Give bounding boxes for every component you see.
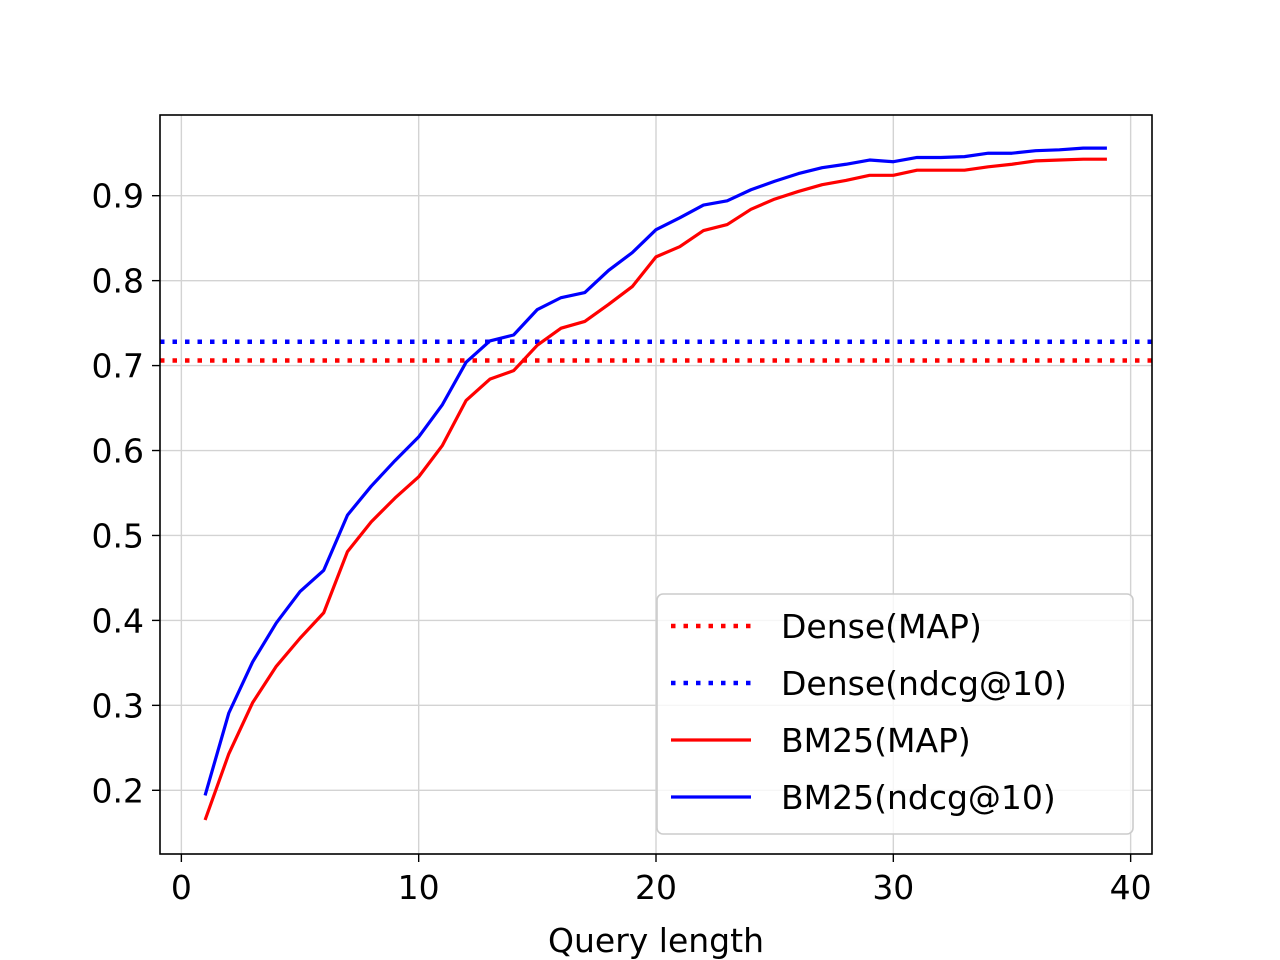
y-axis-ticks: 0.2 0.3 0.4 0.5 0.6 0.7 0.8 0.9: [92, 177, 160, 810]
legend: Dense(MAP) Dense(ndcg@10) BM25(MAP) BM25(nd…: [656, 593, 1134, 835]
data-series: [203, 146, 1107, 821]
y-tick-label: 0.7: [92, 347, 144, 386]
x-tick-label: 30: [872, 868, 914, 907]
legend-box: [656, 593, 1134, 835]
legend-label: BM25(ndcg@10): [781, 778, 1056, 817]
x-tick-label: 20: [635, 868, 677, 907]
y-tick-label: 0.5: [92, 516, 144, 555]
legend-label: Dense(ndcg@10): [781, 664, 1067, 703]
x-tick-label: 40: [1110, 868, 1152, 907]
x-axis-label: Query length: [548, 921, 764, 960]
x-tick-label: 10: [398, 868, 440, 907]
y-tick-label: 0.4: [92, 601, 144, 640]
y-tick-label: 0.3: [92, 686, 144, 725]
legend-label: BM25(MAP): [781, 721, 971, 760]
series-line-2: [203, 157, 1107, 821]
x-tick-label: 0: [171, 868, 192, 907]
x-axis-ticks: 0 10 20 30 40: [171, 854, 1152, 907]
reference-lines: [160, 339, 1152, 363]
y-tick-label: 0.6: [92, 432, 144, 471]
legend-label: Dense(MAP): [781, 607, 982, 646]
y-tick-label: 0.8: [92, 262, 144, 301]
grid: [160, 115, 1152, 854]
y-tick-label: 0.9: [92, 177, 144, 216]
y-tick-label: 0.2: [92, 771, 144, 810]
series-line-3: [203, 146, 1107, 796]
